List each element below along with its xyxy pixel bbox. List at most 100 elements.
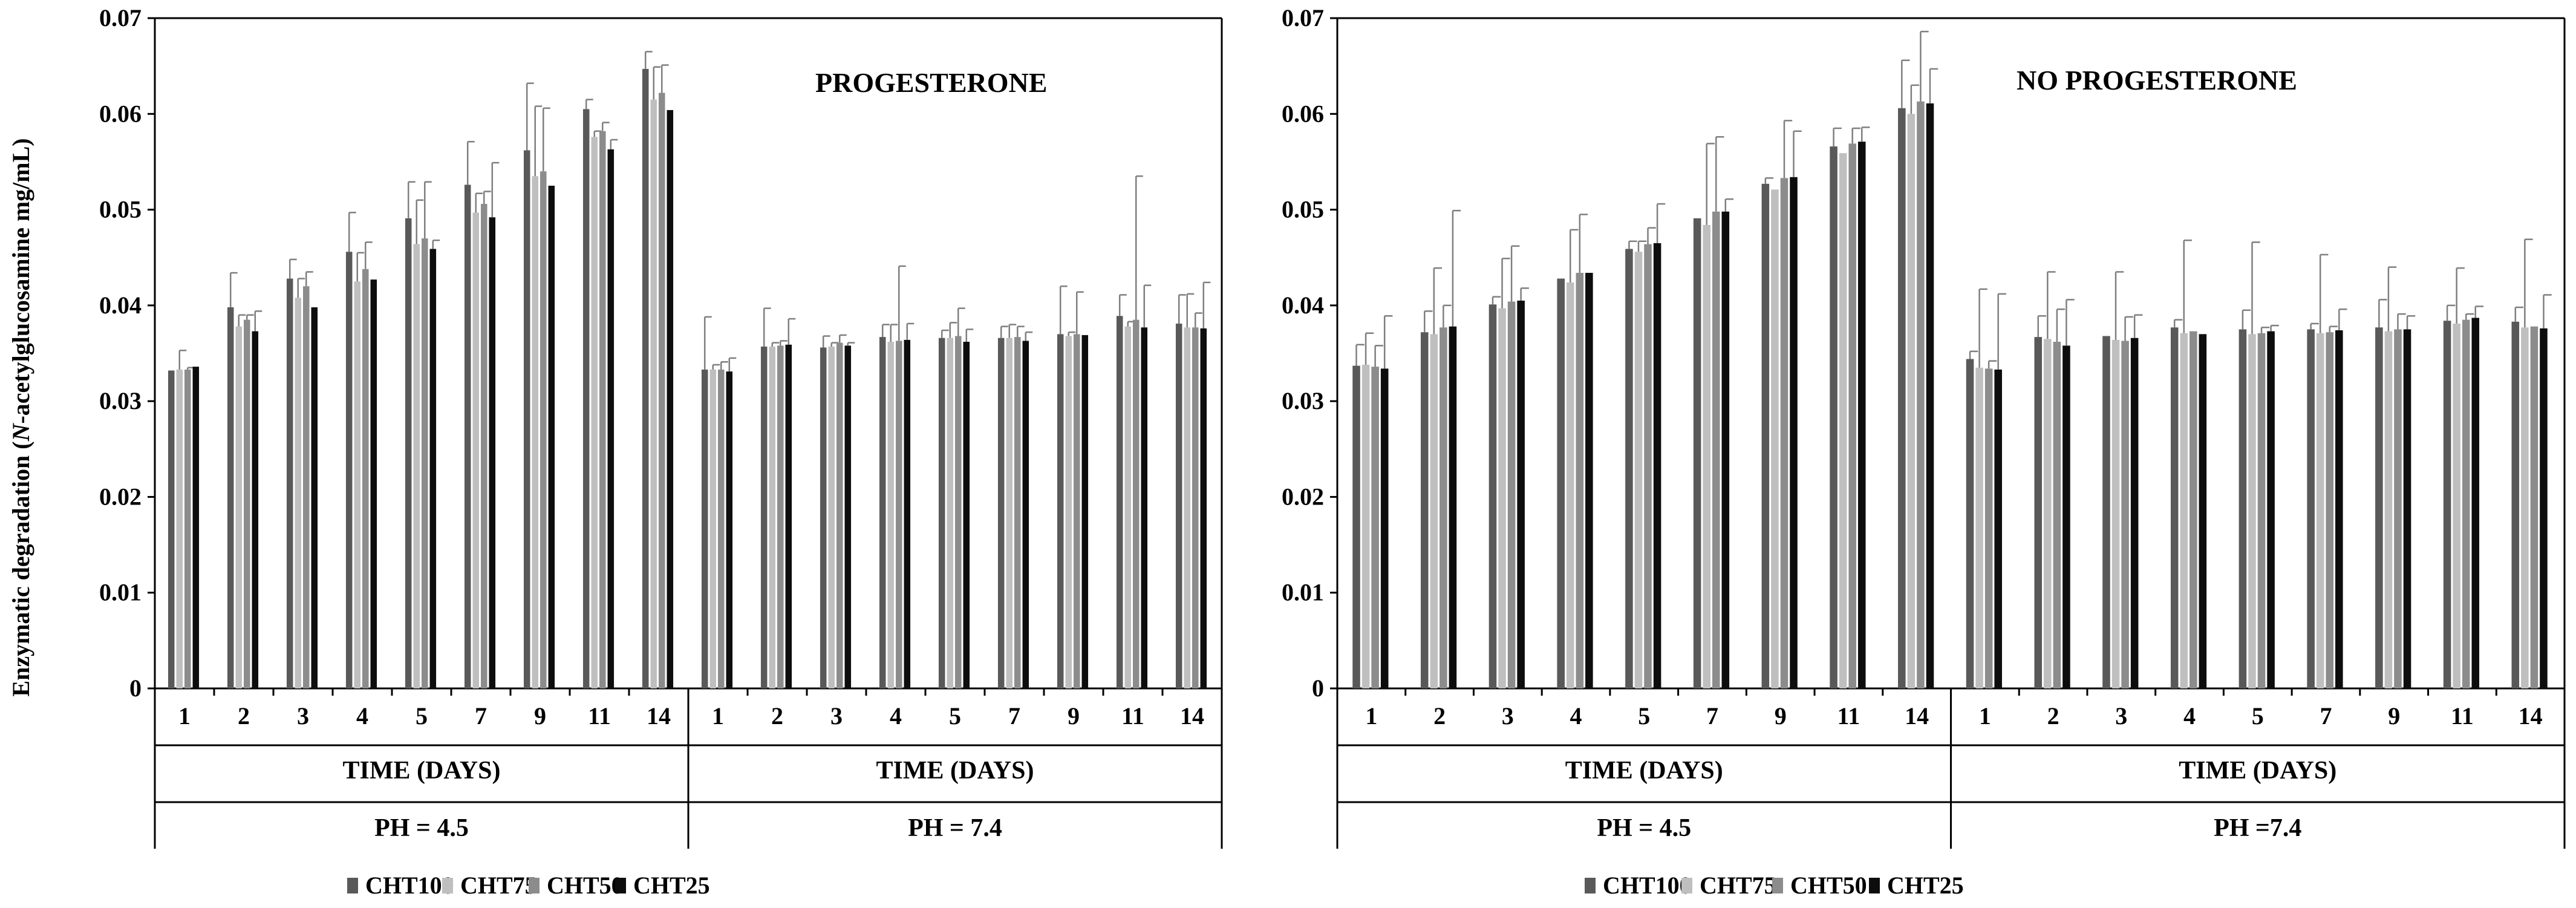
bar-cht25	[1141, 327, 1148, 688]
bar-cht75	[2248, 334, 2256, 688]
y-tick-label: 0.04	[1282, 292, 1324, 319]
x-tick-label: 1	[178, 702, 191, 730]
bar-cht25	[607, 149, 615, 688]
bar-cht50	[955, 336, 962, 688]
x-tick-label: 11	[588, 702, 611, 730]
bar-cht75	[2180, 333, 2188, 688]
bar-cht50	[481, 204, 487, 688]
x-tick-label: 1	[712, 702, 724, 730]
legend-swatch-cht50	[529, 878, 540, 893]
bar-cht50	[1507, 301, 1516, 688]
bar-cht50	[2394, 329, 2402, 688]
bar-cht50	[836, 342, 843, 688]
chart-title: PROGESTERONE	[815, 67, 1047, 98]
y-tick-label: 0	[1312, 674, 1324, 702]
bar-cht25	[252, 331, 259, 688]
bar-cht75	[591, 137, 598, 688]
bar-cht50	[1133, 319, 1140, 688]
bar-cht50	[1712, 211, 1720, 688]
y-tick-label: 0.01	[1282, 579, 1324, 606]
bar-cht25	[1517, 300, 1525, 688]
bar-cht25	[1200, 328, 1207, 688]
bar-cht100	[938, 338, 945, 688]
legend-swatch-cht75	[442, 878, 453, 893]
y-tick-label: 0.07	[1282, 4, 1324, 31]
legend-label: CHT50	[547, 872, 624, 899]
bar-cht75	[1771, 189, 1779, 688]
legend-swatch-cht25	[1869, 878, 1880, 893]
bar-cht50	[540, 171, 547, 688]
bar-cht50	[1984, 368, 1993, 688]
group-label: PH =7.4	[2214, 814, 2301, 842]
bar-cht75	[1124, 326, 1131, 688]
bar-cht75	[1634, 252, 1643, 688]
bar-cht100	[1557, 278, 1565, 689]
x-tick-label: 3	[830, 702, 843, 730]
bar-cht100	[168, 370, 175, 688]
bar-cht50	[1440, 327, 1447, 688]
legend-label: CHT25	[633, 872, 710, 899]
bar-cht75	[1907, 114, 1916, 689]
bar-cht25	[2540, 328, 2548, 688]
bar-cht100	[227, 307, 234, 689]
y-tick-label: 0.02	[1282, 483, 1324, 510]
chart-title: NO PROGESTERONE	[2017, 65, 2297, 96]
bar-cht75	[2111, 339, 2120, 688]
bar-cht100	[286, 278, 293, 689]
y-tick-label: 0.03	[99, 387, 142, 414]
y-axis-label: Enzymatic degradation (N-acetylglucosami…	[7, 138, 34, 696]
bar-cht50	[2530, 326, 2539, 688]
x-tick-label: 11	[1121, 702, 1144, 730]
bar-cht50	[1848, 143, 1856, 689]
bar-cht75	[2044, 339, 2052, 688]
y-tick-label: 0.02	[99, 483, 142, 510]
x-tick-label: 1	[1979, 702, 1991, 730]
x-tick-label: 11	[1837, 702, 1860, 730]
bar-cht100	[820, 347, 827, 688]
bar-cht25	[192, 367, 200, 688]
chart-progesterone: PROGESTERONE 0 0.01 0.02 0.03 0.04 0.05 0.06 0.…	[99, 4, 1223, 899]
bar-cht25	[1926, 103, 1934, 689]
legend-swatch-cht25	[615, 878, 626, 893]
legend-swatch-cht75	[1681, 878, 1692, 893]
bar-cht25	[667, 109, 674, 688]
bar-cht50	[2257, 333, 2266, 688]
bar-cht100	[1116, 316, 1123, 688]
bar-cht100	[642, 68, 649, 688]
bar-cht25	[1994, 369, 2002, 688]
bar-cht100	[1693, 218, 1701, 688]
legend-label: CHT75	[1700, 872, 1776, 899]
bar-cht75	[2316, 333, 2324, 688]
bar-cht50	[2121, 341, 2129, 688]
x-tick-label: 14	[2519, 702, 2543, 730]
bar-cht25	[1081, 335, 1089, 688]
bar-cht25	[726, 371, 733, 688]
bar-cht100	[997, 338, 1005, 688]
bar-cht50	[362, 269, 369, 688]
bar-cht75	[532, 176, 538, 689]
bar-cht100	[1966, 359, 1974, 688]
y-tick-label: 0.04	[99, 292, 142, 319]
x-tick-label: 3	[1502, 702, 1514, 730]
bar-cht50	[1192, 327, 1199, 688]
x-axis-label: TIME (DAYS)	[343, 757, 501, 785]
legend-label: CHT100	[1603, 872, 1692, 899]
bar-cht75	[2453, 323, 2460, 688]
x-tick-label: 4	[890, 702, 902, 730]
bar-cht50	[1371, 367, 1379, 688]
bar-cht75	[2384, 331, 2393, 688]
bar-cht50	[777, 345, 784, 688]
bar-cht25	[1380, 368, 1389, 688]
bar-cht100	[1175, 323, 1182, 688]
bar-cht75	[176, 369, 183, 688]
bar-cht25	[844, 345, 852, 688]
bar-cht100	[582, 109, 590, 688]
bar-cht75	[1184, 327, 1190, 688]
bar-cht100	[1830, 146, 1837, 689]
bar-cht100	[2375, 327, 2383, 688]
x-tick-label: 5	[1638, 702, 1650, 730]
bar-cht25	[963, 342, 970, 688]
bar-cht75	[650, 99, 657, 689]
y-tick-label: 0.07	[99, 4, 142, 31]
y-tick-label: 0.03	[1282, 387, 1324, 414]
